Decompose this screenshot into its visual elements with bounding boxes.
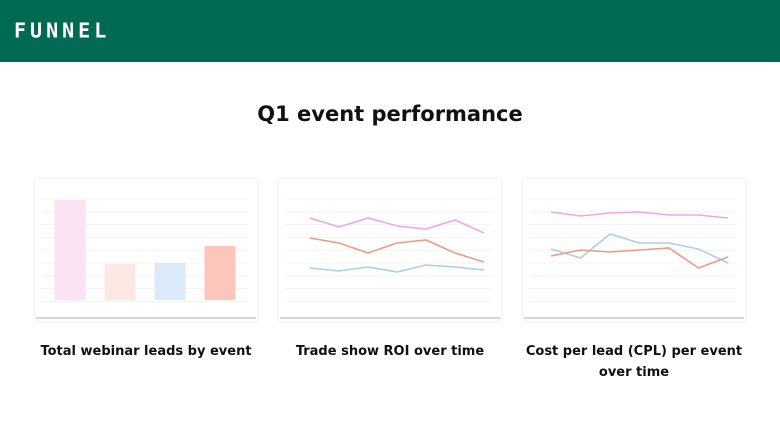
bar	[204, 246, 236, 300]
line-series	[309, 217, 485, 234]
line-series	[309, 237, 485, 263]
card-caption: Trade show ROI over time	[296, 344, 485, 359]
card-caption: Cost per lead (CPL) per event over time	[526, 344, 742, 380]
bar	[54, 200, 86, 300]
bar	[104, 264, 136, 300]
bar	[154, 263, 186, 300]
line-series	[550, 233, 729, 264]
line-series	[550, 211, 729, 219]
page-title: Q1 event performance	[257, 102, 523, 126]
header-bar	[0, 0, 780, 62]
line-series	[550, 247, 729, 269]
line-series	[309, 264, 485, 273]
card-caption: Total webinar leads by event	[40, 344, 251, 359]
logo[interactable]: FUNNEL	[14, 19, 110, 43]
